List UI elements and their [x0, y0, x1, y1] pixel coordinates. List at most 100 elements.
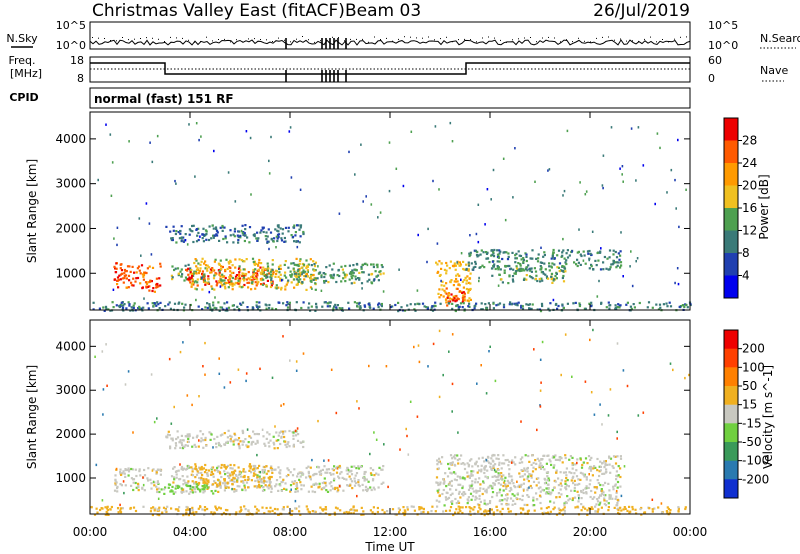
power-cell — [550, 257, 553, 260]
power-cell — [492, 252, 495, 255]
power-noise-cell — [410, 130, 413, 133]
velocity-cell — [442, 510, 445, 513]
velocity-cell — [169, 445, 172, 448]
power-cell — [314, 261, 317, 264]
power-cell — [92, 301, 95, 304]
power-cell — [503, 271, 506, 274]
power-cell — [364, 262, 367, 265]
velocity-cell — [348, 475, 351, 478]
power-cell — [243, 232, 246, 235]
velocity-noise-cell — [620, 494, 623, 498]
velocity-noise-cell — [592, 328, 594, 332]
velocity-cell — [250, 479, 253, 482]
velocity-noise-cell — [588, 473, 590, 476]
velocity-cell — [216, 485, 219, 488]
power-cell — [456, 262, 459, 265]
power-cell — [287, 279, 290, 282]
velocity-cell — [191, 508, 194, 512]
power-cell — [332, 262, 335, 265]
velocity-cell — [153, 484, 156, 487]
velocity-cell — [295, 485, 299, 488]
velocity-cell — [490, 508, 493, 511]
velocity-noise-cell — [290, 488, 292, 491]
velocity-cell — [507, 503, 510, 506]
velocity-cell — [260, 481, 263, 484]
velocity-cell — [187, 440, 190, 443]
velocity-cell — [668, 511, 672, 514]
velocity-cell — [122, 470, 125, 473]
power-cell — [455, 294, 458, 298]
velocity-cell — [273, 447, 276, 450]
power-cell — [465, 263, 468, 266]
velocity-noise-cell — [637, 414, 640, 417]
velocity-cell — [532, 499, 535, 502]
velocity-cell — [485, 491, 488, 494]
velocity-cell — [466, 498, 469, 501]
power-cell — [256, 307, 260, 311]
power-cell — [491, 253, 494, 256]
power-cell — [493, 263, 496, 266]
velocity-cell — [220, 466, 223, 469]
power-cell — [216, 282, 219, 285]
velocity-cell — [216, 478, 220, 481]
power-cell — [561, 251, 564, 254]
power-cell — [164, 305, 167, 308]
velocity-cell — [353, 484, 357, 487]
velocity-cell — [109, 508, 112, 511]
velocity-cell — [266, 485, 269, 488]
power-cell — [265, 307, 268, 310]
power-cell — [377, 302, 381, 305]
velocity-cell — [498, 463, 501, 466]
power-cell — [134, 280, 137, 283]
power-cell — [544, 268, 547, 271]
power-cell — [564, 270, 567, 273]
power-cell — [214, 226, 218, 229]
velocity-cell — [492, 482, 495, 485]
velocity-cell — [255, 467, 258, 470]
velocity-cell — [233, 488, 236, 491]
power-cell — [243, 239, 246, 243]
power-cell — [105, 307, 108, 310]
power-cell — [102, 306, 105, 309]
power-cell — [247, 286, 250, 289]
velocity-cell — [581, 472, 584, 475]
velocity-cell — [369, 472, 373, 475]
velocity-cell — [346, 466, 349, 469]
velocity-cell — [336, 507, 339, 510]
power-cell — [485, 251, 488, 254]
power-noise-cell — [234, 200, 237, 203]
velocity-cell — [259, 479, 263, 482]
power-cell — [275, 272, 278, 276]
power-cell — [141, 287, 144, 290]
nsky-point — [470, 39, 471, 41]
power-cell — [231, 282, 234, 285]
velocity-cell — [527, 475, 530, 478]
velocity-cell — [624, 507, 627, 510]
power-cell — [551, 253, 554, 256]
velocity-cell — [169, 447, 172, 450]
power-cell — [128, 279, 131, 282]
power-cell — [329, 301, 332, 304]
velocity-cell — [660, 511, 664, 514]
velocity-cell — [362, 513, 365, 516]
power-noise-cell — [289, 126, 292, 129]
power-cell — [565, 252, 568, 255]
power-cell — [391, 305, 394, 308]
power-cell — [159, 284, 162, 287]
velocity-cell — [651, 508, 654, 511]
power-cell — [284, 226, 288, 229]
power-cell — [293, 263, 296, 266]
power-cell — [283, 263, 286, 266]
freq-tick-low: 8 — [77, 72, 84, 85]
velocity-cell — [549, 510, 552, 513]
power-cell — [519, 254, 523, 258]
power-colorbar-tick-label: 28 — [742, 134, 757, 148]
power-cell — [616, 264, 619, 267]
velocity-cell — [446, 491, 449, 495]
velocity-cell — [552, 466, 555, 469]
power-cell — [197, 238, 200, 242]
velocity-cell — [564, 486, 567, 489]
velocity-cell — [321, 481, 324, 485]
velocity-cell — [215, 468, 218, 471]
